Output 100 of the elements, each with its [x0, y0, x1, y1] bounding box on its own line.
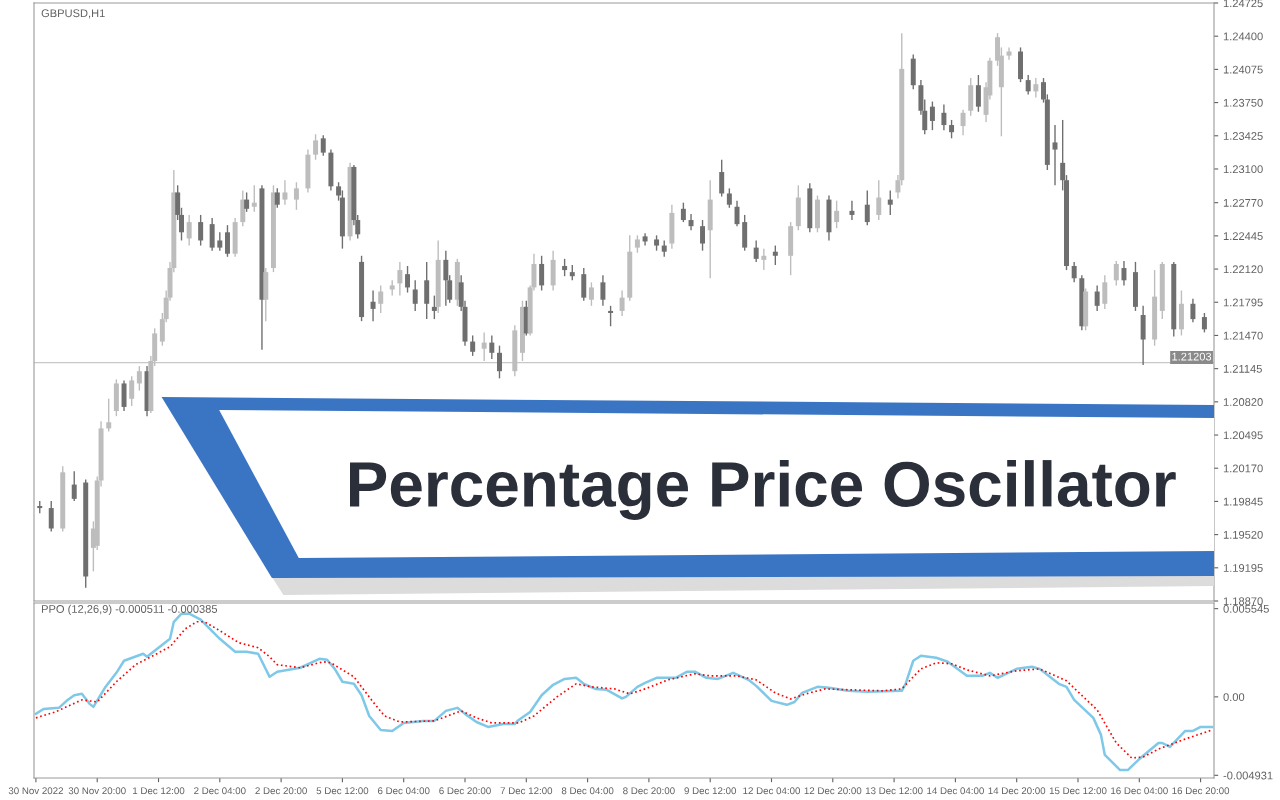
- annotation: GBPUSD,H1: [41, 9, 105, 19]
- candlestick: [412, 279, 418, 312]
- candlestick: [700, 219, 706, 252]
- candlestick: [497, 344, 502, 380]
- x-tick-label: 1 Dec 12:00: [133, 787, 185, 795]
- x-tick-label: 16 Dec 04:00: [1111, 787, 1168, 795]
- x-tick-label: 2 Dec 04:00: [194, 787, 246, 795]
- candlestick: [1071, 261, 1077, 284]
- candlestick: [849, 199, 855, 221]
- candlestick: [619, 289, 625, 317]
- candlestick: [71, 470, 77, 502]
- y-tick-label: 1.22445: [1223, 232, 1263, 240]
- x-tick-label: 15 Dec 12:00: [1049, 787, 1107, 795]
- x-tick-label: 14 Dec 20:00: [988, 787, 1046, 795]
- x-tick-label: 2 Dec 20:00: [255, 787, 307, 795]
- candlestick: [397, 261, 403, 297]
- candlestick: [608, 305, 614, 327]
- candlestick: [489, 334, 495, 360]
- x-tick-label: 12 Dec 04:00: [743, 787, 801, 795]
- candlestick: [224, 224, 230, 258]
- y-tick-label: 1.22120: [1223, 265, 1263, 274]
- candlestick: [1025, 74, 1031, 96]
- candlestick: [581, 267, 587, 302]
- candlestick: [876, 179, 882, 221]
- x-tick-label: 30 Nov 20:00: [68, 787, 126, 795]
- y-tick-label: 1.23425: [1223, 132, 1263, 140]
- x-tick-label: 7 Dec 12:00: [500, 787, 553, 795]
- x-tick-label: 6 Dec 04:00: [377, 787, 430, 795]
- y-tick-label: 1.21470: [1223, 331, 1263, 340]
- candlestick: [1113, 260, 1119, 287]
- x-tick-label: 14 Dec 04:00: [927, 787, 984, 795]
- candlestick: [834, 199, 840, 229]
- candlestick: [642, 232, 648, 247]
- y-tick-label: 1.23100: [1223, 165, 1263, 174]
- y-tick-label: 1.19520: [1223, 530, 1263, 539]
- candlestick: [424, 261, 430, 320]
- candlestick: [293, 181, 299, 211]
- candlestick: [1121, 260, 1127, 287]
- candlestick: [1201, 312, 1207, 334]
- x-tick-label: 8 Dec 20:00: [623, 787, 675, 795]
- candlestick: [600, 274, 606, 307]
- x-tick-label: 5 Dec 12:00: [316, 787, 369, 795]
- candlestick: [470, 334, 476, 357]
- y-tick-label: 1.20820: [1223, 398, 1263, 406]
- candlestick: [240, 189, 246, 227]
- candlestick: [370, 289, 376, 322]
- candlestick: [405, 265, 411, 294]
- y-tick-label: 1.20495: [1223, 431, 1263, 440]
- x-tick-label: 6 Dec 20:00: [439, 787, 491, 795]
- y-tick-label: 1.20170: [1223, 464, 1263, 473]
- y-tick-label: 1.24400: [1223, 32, 1263, 41]
- candlestick: [753, 239, 759, 263]
- y-tick-label: 1.18870: [1223, 597, 1263, 606]
- candlestick: [136, 365, 142, 392]
- candlestick: [941, 103, 947, 131]
- candlestick: [929, 100, 935, 131]
- candlestick: [680, 201, 686, 223]
- candlestick: [726, 187, 732, 209]
- y-tick-label: -0.004931: [1223, 771, 1273, 780]
- x-tick-label: 16 Dec 20:00: [1172, 787, 1230, 795]
- y-tick-label: 0.00: [1223, 693, 1245, 701]
- candlestick: [719, 159, 725, 198]
- candlestick: [887, 189, 893, 216]
- candlestick: [251, 184, 257, 213]
- candlestick: [734, 199, 740, 227]
- candlestick: [949, 119, 955, 140]
- candlestick: [106, 398, 112, 433]
- x-tick-label: 30 Nov 2022: [8, 787, 63, 795]
- candlestick: [864, 189, 870, 226]
- y-tick-label: 1.23750: [1223, 98, 1263, 107]
- candlestick: [186, 214, 192, 247]
- annotation: PPO (12,26,9) -0.000511 -0.000385: [41, 604, 218, 616]
- candlestick: [443, 249, 449, 307]
- candlestick: [274, 187, 280, 209]
- y-tick-label: 1.21795: [1223, 298, 1263, 307]
- x-tick-label: 9 Dec 12:00: [684, 787, 737, 795]
- candlestick: [1094, 284, 1100, 312]
- x-tick-label: 8 Dec 04:00: [561, 787, 614, 795]
- candlestick: [48, 500, 54, 533]
- candlestick: [772, 244, 778, 266]
- candlestick: [539, 255, 545, 292]
- y-tick-label: 0.005545: [1223, 604, 1269, 613]
- ref-line-label: 1.21203: [1172, 352, 1212, 361]
- candlestick: [121, 379, 127, 412]
- candlestick: [129, 375, 135, 407]
- candlestick: [217, 231, 223, 252]
- candlestick: [209, 217, 215, 252]
- candlestick: [1190, 297, 1196, 323]
- candlestick: [761, 247, 767, 271]
- y-tick-label: 1.21145: [1223, 364, 1262, 373]
- candlestick: [588, 281, 594, 307]
- y-tick-label: 1.22770: [1223, 198, 1263, 207]
- candlestick: [1006, 46, 1012, 61]
- candlestick: [313, 133, 319, 161]
- x-tick-label: 13 Dec 12:00: [865, 787, 923, 795]
- y-tick-label: 1.19845: [1223, 497, 1263, 506]
- candlestick: [320, 134, 326, 157]
- candlestick: [1102, 274, 1108, 310]
- y-tick-label: 1.24075: [1223, 65, 1263, 74]
- candlestick: [282, 179, 288, 206]
